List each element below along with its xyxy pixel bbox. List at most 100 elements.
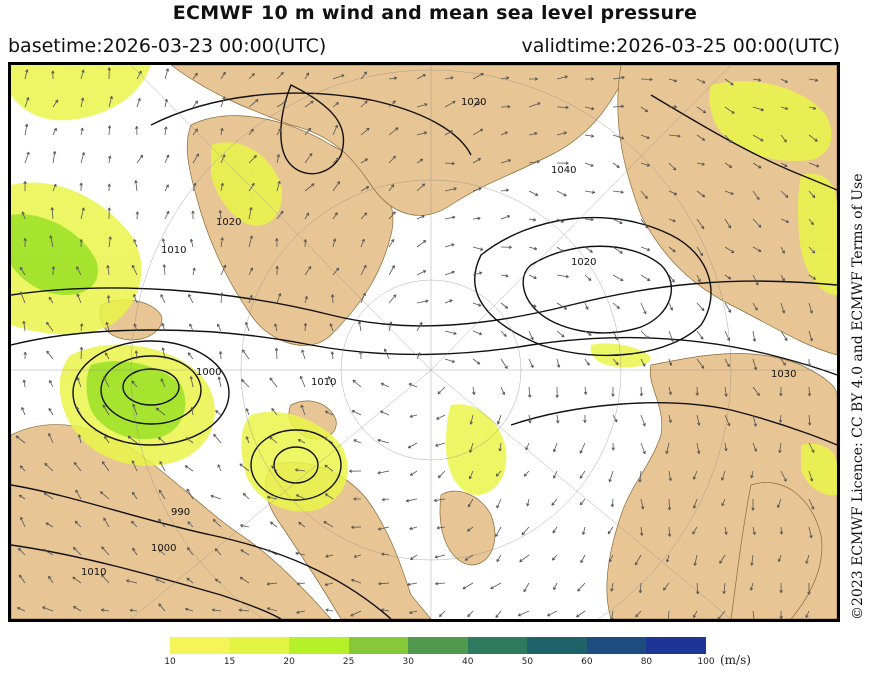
- wind-arrow-icon: [332, 181, 341, 192]
- wind-arrow-icon: [692, 526, 698, 535]
- colorbar-segment: [170, 637, 230, 654]
- wind-arrow-icon: [239, 463, 250, 472]
- wind-arrow-icon: [724, 218, 732, 229]
- wind-arrow-icon: [434, 554, 446, 559]
- wind-arrow-icon: [19, 291, 26, 304]
- wind-arrow-icon: [464, 554, 474, 561]
- wind-arrow-icon: [612, 104, 625, 109]
- wind-arrow-icon: [611, 442, 615, 451]
- wind-arrow-icon: [467, 610, 474, 618]
- wind-arrow-icon: [693, 610, 698, 618]
- wind-arrow-icon: [405, 498, 418, 503]
- wind-arrow-icon: [695, 582, 700, 595]
- wind-arrow-icon: [495, 610, 502, 618]
- wind-arrow-icon: [468, 470, 474, 480]
- wind-arrow-icon: [416, 270, 427, 276]
- wind-arrow-icon: [388, 184, 395, 192]
- wind-arrow-icon: [472, 330, 483, 336]
- wind-arrow-icon: [500, 358, 508, 369]
- wind-arrow-icon: [190, 406, 194, 416]
- wind-arrow-icon: [610, 582, 614, 592]
- wind-arrow-icon: [50, 207, 54, 220]
- wind-arrow-icon: [162, 264, 167, 276]
- wind-arrow-icon: [388, 238, 395, 248]
- wind-arrow-icon: [73, 461, 82, 472]
- wind-arrow-icon: [780, 330, 788, 341]
- wind-arrow-icon: [668, 330, 674, 342]
- wind-arrow-icon: [275, 238, 279, 248]
- wind-arrow-icon: [159, 461, 166, 472]
- wind-arrow-icon: [245, 321, 250, 332]
- wind-arrow-icon: [103, 376, 110, 388]
- wind-arrow-icon: [217, 376, 222, 388]
- wind-arrow-icon: [416, 215, 425, 220]
- isobar-label: 1000: [196, 367, 221, 378]
- wind-arrow-icon: [584, 162, 594, 167]
- wind-arrow-icon: [612, 414, 618, 423]
- wind-arrow-icon: [611, 386, 615, 397]
- colorbar-segment: [289, 637, 349, 654]
- wind-arrow-icon: [24, 69, 29, 80]
- wind-arrow-icon: [304, 295, 308, 304]
- wind-arrow-icon: [780, 358, 786, 366]
- wind-arrow-icon: [500, 105, 511, 109]
- wind-arrow-icon: [612, 330, 619, 341]
- wind-arrow-icon: [191, 210, 195, 220]
- wind-arrow-icon: [780, 246, 785, 254]
- wind-arrow-icon: [276, 128, 282, 136]
- wind-arrow-icon: [640, 190, 648, 199]
- wind-arrow-icon: [220, 96, 226, 108]
- isobar-arctic-2: [11, 280, 837, 327]
- wind-region-norway: [241, 411, 348, 512]
- wind-arrow-icon: [472, 246, 484, 251]
- wind-arrow-icon: [668, 414, 672, 423]
- wind-arrow-icon: [807, 386, 812, 397]
- wind-arrow-icon: [436, 526, 446, 530]
- wind-arrow-icon: [552, 526, 558, 534]
- meridian-8: [430, 369, 732, 619]
- wind-arrow-icon: [323, 437, 334, 444]
- wind-arrow-icon: [106, 295, 111, 304]
- wind-arrow-icon: [79, 323, 84, 332]
- wind-arrow-icon: [808, 78, 819, 82]
- wind-arrow-icon: [79, 239, 83, 248]
- wind-arrow-icon: [52, 183, 57, 192]
- wind-arrow-icon: [724, 134, 733, 144]
- wind-arrow-icon: [101, 546, 110, 556]
- wind-arrow-icon: [634, 554, 642, 566]
- wind-arrow-icon: [388, 211, 396, 220]
- wind-arrow-icon: [350, 610, 362, 617]
- wind-arrow-icon: [48, 575, 54, 584]
- wind-arrow-icon: [299, 375, 306, 388]
- wind-arrow-icon: [752, 358, 758, 371]
- colorbar-segment: [348, 637, 409, 654]
- wind-arrow-icon: [556, 358, 561, 368]
- wind-arrow-icon: [220, 127, 224, 136]
- wind-arrow-icon: [444, 130, 454, 136]
- wind-arrow-icon: [416, 103, 428, 108]
- wind-arrow-icon: [416, 183, 426, 192]
- wind-arrow-icon: [438, 610, 446, 617]
- wind-arrow-icon: [158, 518, 166, 528]
- wind-arrow-icon: [752, 218, 762, 228]
- wind-arrow-icon: [666, 554, 670, 563]
- wind-arrow-icon: [161, 322, 166, 332]
- wind-arrow-icon: [444, 215, 456, 220]
- wind-arrow-icon: [724, 162, 733, 168]
- wind-arrow-icon: [164, 98, 168, 108]
- isobar-low-norway-1: [273, 446, 319, 484]
- wind-arrow-icon: [248, 235, 253, 248]
- wind-arrow-icon: [462, 582, 474, 590]
- wind-arrow-icon: [304, 212, 310, 220]
- weather-map[interactable]: 1020 1010 1010 1000 990 1010 1000 1020 1…: [8, 62, 840, 622]
- wind-arrow-icon: [500, 302, 509, 309]
- wind-arrow-icon: [584, 358, 590, 366]
- wind-arrow-icon: [377, 470, 390, 475]
- wind-arrow-icon: [248, 73, 255, 80]
- wind-arrow-icon: [241, 379, 250, 388]
- wind-arrow-icon: [525, 442, 530, 451]
- wind-arrow-icon: [220, 71, 226, 80]
- wind-arrow-icon: [127, 435, 138, 444]
- wind-arrow-icon: [668, 470, 672, 482]
- wind-arrow-icon: [349, 469, 362, 473]
